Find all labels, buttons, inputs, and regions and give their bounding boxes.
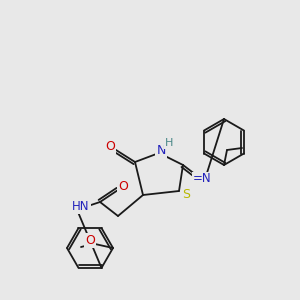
Text: N: N bbox=[156, 145, 166, 158]
Text: S: S bbox=[182, 188, 190, 200]
Text: O: O bbox=[85, 233, 95, 247]
Text: H: H bbox=[165, 138, 173, 148]
Text: O: O bbox=[118, 179, 128, 193]
Text: O: O bbox=[105, 140, 115, 152]
Text: HN: HN bbox=[72, 200, 90, 214]
Text: =N: =N bbox=[193, 172, 211, 185]
